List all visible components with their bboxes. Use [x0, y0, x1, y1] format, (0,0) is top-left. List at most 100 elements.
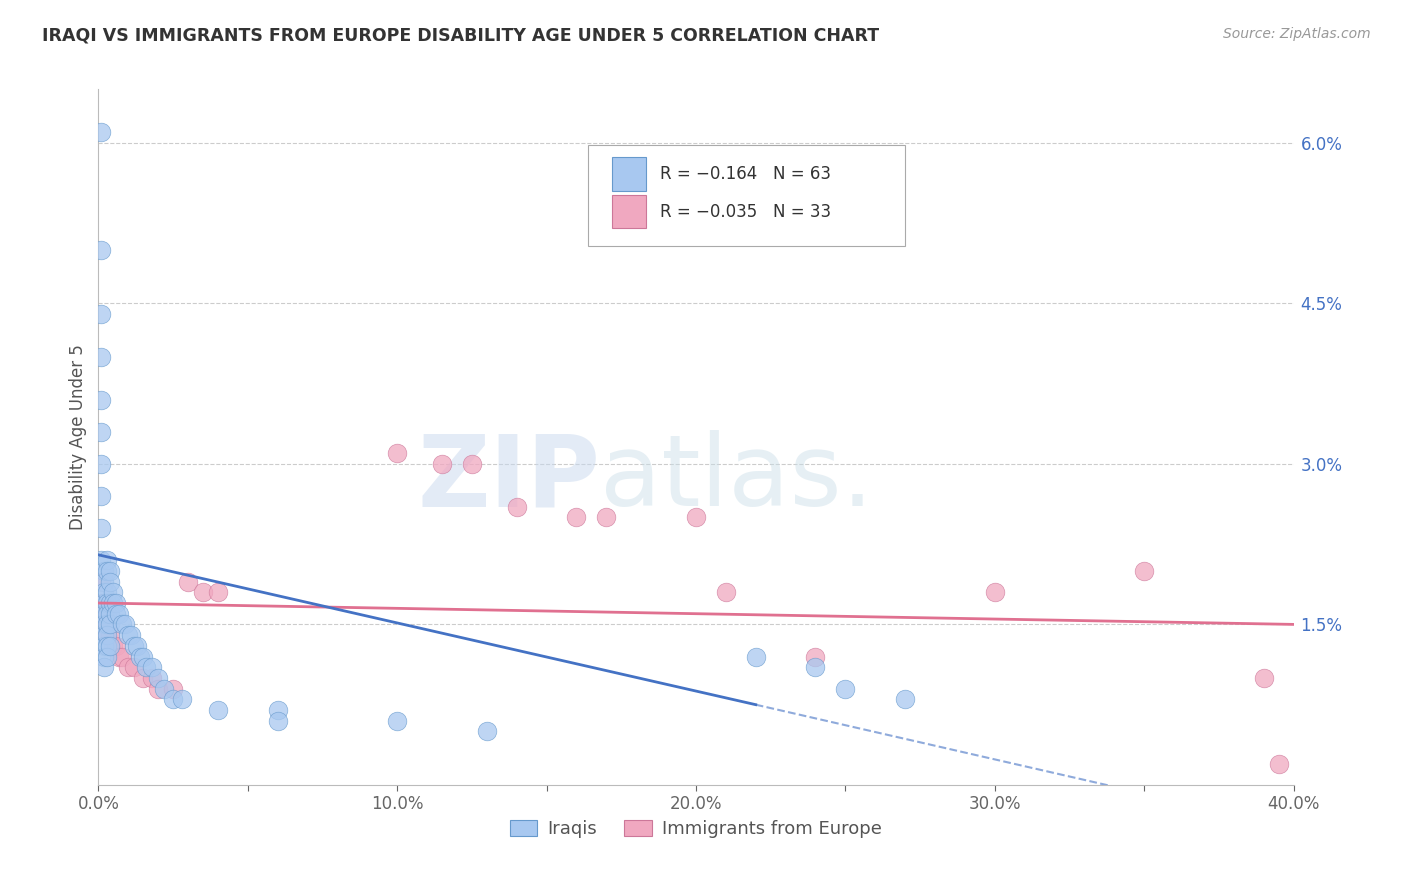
Point [98, 617, 122, 632]
Point [98, 574, 122, 589]
Point [96, 553, 118, 567]
Point [565, 510, 588, 524]
Point [207, 703, 229, 717]
Point [103, 585, 125, 599]
Point [120, 628, 142, 642]
Point [148, 671, 170, 685]
Point [129, 649, 152, 664]
Point [267, 714, 290, 728]
Point [96, 628, 118, 642]
Point [103, 639, 125, 653]
Point [96, 639, 118, 653]
Y-axis label: Disability Age Under 5: Disability Age Under 5 [69, 344, 87, 530]
Point [132, 671, 155, 685]
Point [108, 649, 131, 664]
Point [98, 564, 122, 578]
Point [93, 639, 115, 653]
Point [506, 500, 529, 514]
Point [93, 607, 115, 621]
Point [127, 639, 149, 653]
Point [207, 585, 229, 599]
Point [93, 596, 115, 610]
Point [93, 628, 115, 642]
Point [1267, 756, 1289, 771]
Point [804, 660, 827, 674]
FancyBboxPatch shape [613, 157, 645, 191]
Point [96, 585, 118, 599]
Point [90, 350, 112, 364]
Point [162, 692, 184, 706]
Point [93, 660, 115, 674]
Point [96, 617, 118, 632]
Point [1133, 564, 1156, 578]
Point [90, 125, 112, 139]
Text: ZIP: ZIP [418, 430, 600, 527]
Point [98, 628, 122, 642]
Point [96, 628, 118, 642]
Point [96, 596, 118, 610]
Point [984, 585, 1007, 599]
Point [105, 607, 128, 621]
Point [103, 596, 125, 610]
Point [98, 596, 122, 610]
Point [111, 649, 134, 664]
Point [90, 243, 112, 257]
Point [148, 681, 170, 696]
Point [96, 617, 118, 632]
Point [153, 681, 176, 696]
Point [461, 457, 484, 471]
Point [124, 639, 146, 653]
Point [93, 607, 115, 621]
Point [105, 596, 128, 610]
Point [595, 510, 617, 524]
Point [90, 521, 112, 535]
Text: Source: ZipAtlas.com: Source: ZipAtlas.com [1223, 27, 1371, 41]
Point [90, 425, 112, 439]
Point [177, 574, 200, 589]
Point [96, 649, 118, 664]
Text: atlas.: atlas. [600, 430, 873, 527]
Point [191, 585, 214, 599]
FancyBboxPatch shape [589, 145, 905, 245]
Point [90, 574, 112, 589]
Point [1253, 671, 1275, 685]
Point [117, 628, 139, 642]
Point [267, 703, 290, 717]
Point [385, 446, 409, 460]
Point [93, 574, 115, 589]
Point [804, 649, 827, 664]
Point [108, 607, 131, 621]
Legend: Iraqis, Immigrants from Europe: Iraqis, Immigrants from Europe [502, 813, 890, 846]
Point [117, 660, 139, 674]
Point [93, 649, 115, 664]
Point [114, 617, 136, 632]
Point [124, 660, 146, 674]
Point [135, 660, 157, 674]
Point [430, 457, 453, 471]
Point [98, 607, 122, 621]
Point [111, 617, 134, 632]
Point [685, 510, 707, 524]
Point [93, 585, 115, 599]
Text: IRAQI VS IMMIGRANTS FROM EUROPE DISABILITY AGE UNDER 5 CORRELATION CHART: IRAQI VS IMMIGRANTS FROM EUROPE DISABILI… [42, 27, 879, 45]
Point [714, 585, 737, 599]
Point [834, 681, 856, 696]
Point [172, 692, 194, 706]
Point [475, 724, 498, 739]
Point [93, 596, 115, 610]
Point [132, 649, 155, 664]
Point [93, 617, 115, 632]
Point [96, 607, 118, 621]
Point [98, 639, 122, 653]
Point [894, 692, 917, 706]
Point [90, 392, 112, 407]
Text: R = −0.035   N = 33: R = −0.035 N = 33 [661, 202, 831, 220]
Point [105, 639, 128, 653]
Point [93, 564, 115, 578]
Point [90, 489, 112, 503]
Point [745, 649, 768, 664]
Point [141, 660, 163, 674]
Point [90, 307, 112, 321]
Point [162, 681, 184, 696]
Point [385, 714, 409, 728]
